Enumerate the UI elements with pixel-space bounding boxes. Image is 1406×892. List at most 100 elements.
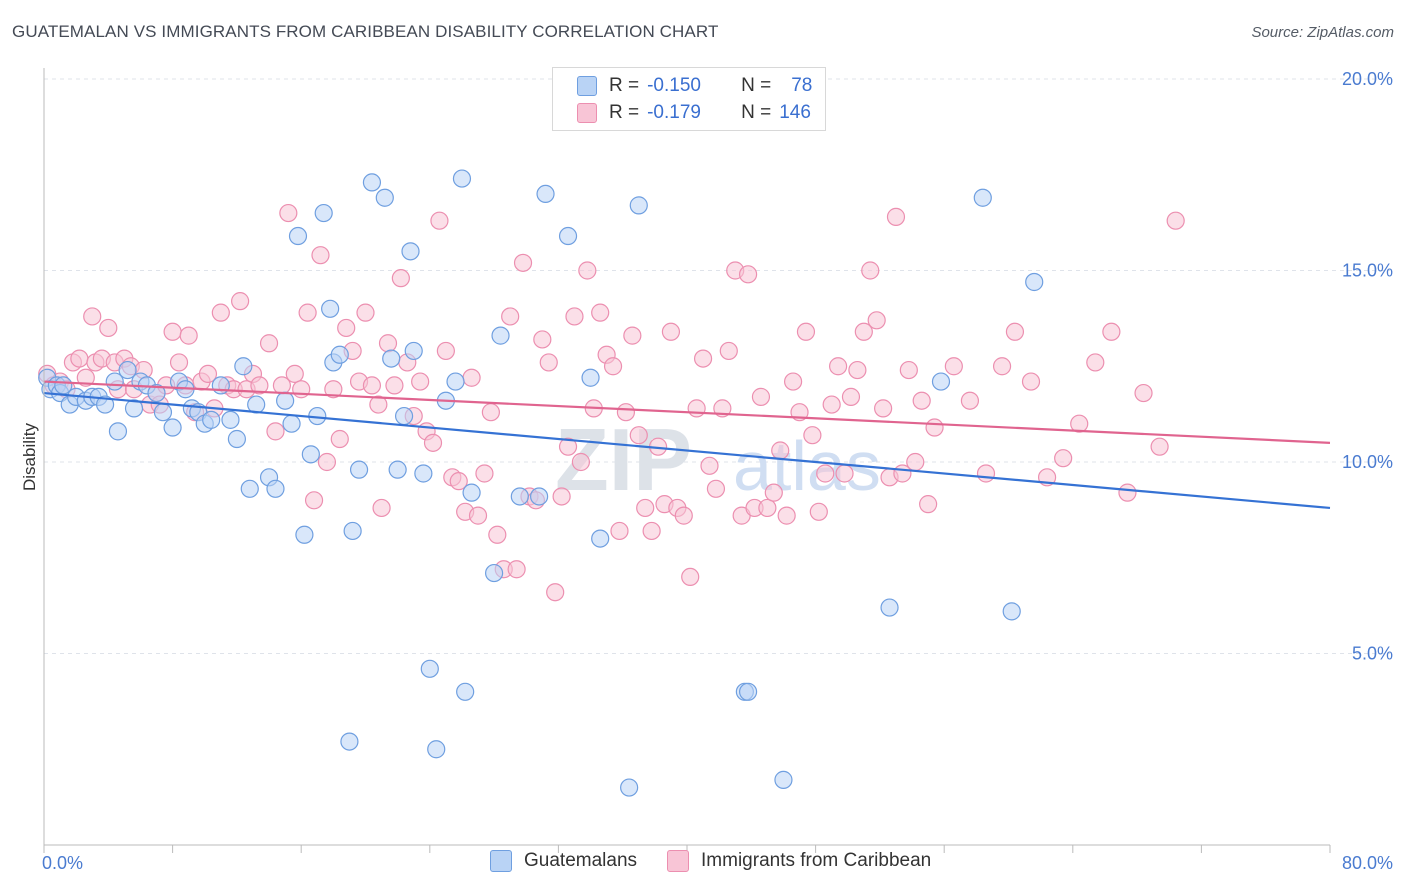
data-point (706, 479, 726, 498)
data-point (349, 460, 369, 479)
data-point (681, 567, 700, 587)
data-point (629, 196, 648, 215)
data-point (304, 491, 324, 510)
data-point (314, 203, 333, 223)
data-point (796, 322, 816, 341)
data-point (803, 426, 822, 445)
data-point (124, 399, 144, 418)
data-point (841, 387, 861, 406)
y-axis-label: Disability (20, 422, 39, 491)
data-point (835, 464, 854, 483)
data-point (227, 429, 246, 449)
data-point (661, 322, 681, 341)
x-tick-label-max: 80.0% (1342, 853, 1393, 873)
series-caribbean-points (38, 203, 1185, 602)
data-point (427, 740, 446, 759)
legend-r-label: R = (609, 75, 640, 96)
data-point (301, 445, 320, 464)
data-point (266, 422, 285, 441)
data-point (456, 682, 475, 701)
data-point (356, 303, 375, 322)
data-point (816, 464, 835, 483)
data-point (848, 360, 867, 380)
data-point (623, 326, 642, 345)
data-point (603, 357, 623, 376)
data-point (558, 437, 578, 456)
data-point (362, 376, 382, 395)
data-point (1002, 602, 1021, 621)
data-point (578, 261, 597, 280)
data-point (693, 349, 713, 368)
legend-n-label: N = (741, 75, 772, 96)
data-point (378, 334, 398, 353)
data-point (886, 207, 906, 226)
legend-row-guatemalans: R = -0.150 N = 78 (577, 74, 812, 98)
data-point (488, 525, 507, 544)
legend-n-label: N = (741, 102, 772, 123)
data-point (931, 372, 951, 391)
data-point (401, 242, 420, 261)
data-point (414, 464, 433, 483)
data-point (231, 292, 250, 311)
data-point (700, 456, 719, 475)
data-point (317, 452, 337, 472)
y-tick-label: 10.0% (1342, 452, 1393, 472)
chart-title: GUATEMALAN VS IMMIGRANTS FROM CARIBBEAN … (12, 22, 719, 41)
data-point (1054, 449, 1073, 468)
legend-row-caribbean: R = -0.179 N = 146 (577, 101, 811, 125)
data-point (1150, 437, 1169, 456)
legend-n-value: 146 (779, 102, 811, 123)
data-point (375, 188, 394, 207)
data-point (536, 184, 555, 203)
data-point (462, 368, 481, 387)
axes (43, 68, 1331, 853)
data-point (552, 487, 571, 506)
legend-swatch-blue (577, 76, 597, 96)
trend-lines (43, 380, 1331, 510)
data-point (266, 479, 285, 498)
data-point (295, 525, 314, 544)
data-point (1166, 211, 1185, 230)
data-point (919, 495, 938, 514)
source-label: Source: ZipAtlas.com (1251, 24, 1394, 41)
data-point (343, 521, 362, 541)
data-point (1118, 483, 1137, 502)
data-point (591, 529, 610, 548)
data-point (758, 498, 777, 518)
data-point (240, 479, 259, 498)
data-point (259, 334, 279, 353)
data-point (880, 598, 899, 617)
data-point (446, 372, 465, 391)
data-point (777, 506, 796, 525)
trend-line-guatemalans (43, 391, 1331, 510)
y-tick-label: 20.0% (1342, 69, 1393, 89)
data-point (108, 422, 128, 441)
data-point (687, 399, 706, 418)
data-point (198, 364, 218, 384)
data-point (250, 376, 269, 395)
data-point (311, 246, 330, 265)
legend-r-value: -0.150 (647, 75, 701, 96)
data-point (571, 452, 591, 472)
trend-line-caribbean (43, 380, 1331, 444)
data-point (179, 326, 198, 345)
data-point (1005, 322, 1025, 341)
data-point (76, 368, 95, 387)
data-point (276, 391, 295, 410)
data-point (1025, 272, 1044, 292)
data-point (719, 341, 738, 361)
data-point (642, 521, 661, 541)
data-point (906, 452, 925, 472)
data-point (485, 563, 504, 583)
data-point (279, 203, 298, 223)
data-point (636, 498, 655, 518)
legend-item-guatemalans: Guatemalans (490, 850, 637, 872)
data-point (118, 360, 137, 380)
data-point (411, 372, 430, 391)
data-point (147, 383, 166, 403)
data-point (976, 464, 996, 483)
data-point (912, 391, 931, 410)
data-point (867, 311, 886, 330)
data-point (764, 483, 783, 502)
